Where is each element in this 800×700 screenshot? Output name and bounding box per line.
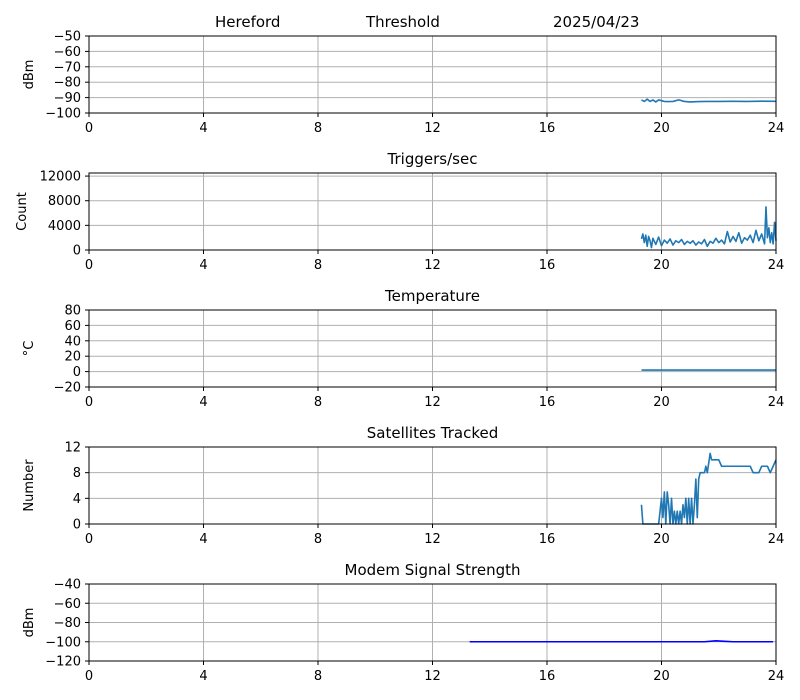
x-tick-label: 0 <box>85 395 93 410</box>
x-tick-label: 8 <box>314 395 322 410</box>
y-tick-label: −80 <box>54 76 81 91</box>
y-tick-label: −90 <box>54 91 81 106</box>
header-date: 2025/04/23 <box>553 13 639 31</box>
y-tick-label: 8 <box>73 466 81 481</box>
y-tick-label: −40 <box>54 578 81 593</box>
series-line <box>641 98 777 103</box>
x-tick-label: 12 <box>424 121 441 136</box>
header-station: Hereford <box>215 13 280 31</box>
y-axis-label: Count <box>15 192 30 231</box>
y-tick-label: −100 <box>45 107 81 122</box>
y-tick-label: −70 <box>54 60 81 75</box>
y-axis-label: dBm <box>22 608 37 638</box>
x-tick-label: 12 <box>424 669 441 684</box>
y-tick-label: −50 <box>54 30 81 45</box>
panel-2: 0 4 8 12 16 20 24 0 4000 8000 12000 Triggers/sec Cou… <box>15 150 784 273</box>
x-tick-label: 0 <box>85 532 93 547</box>
x-tick-label: 0 <box>85 258 93 273</box>
y-tick-label: 60 <box>64 319 81 334</box>
y-tick-label: −120 <box>45 655 81 670</box>
y-axis-label: °C <box>22 341 37 357</box>
x-tick-label: 24 <box>768 669 785 684</box>
y-tick-label: 8000 <box>48 194 81 209</box>
x-tick-label: 4 <box>199 669 207 684</box>
x-tick-label: 4 <box>199 121 207 136</box>
y-tick-label: −60 <box>54 45 81 60</box>
x-tick-label: 4 <box>199 258 207 273</box>
x-tick-label: 8 <box>314 121 322 136</box>
panel-title: Temperature <box>384 287 480 305</box>
y-tick-label: 0 <box>73 518 81 533</box>
x-tick-label: 16 <box>539 121 556 136</box>
x-tick-label: 0 <box>85 669 93 684</box>
x-tick-label: 0 <box>85 121 93 136</box>
y-tick-label: 12 <box>64 441 81 456</box>
x-tick-label: 16 <box>539 669 556 684</box>
x-tick-label: 24 <box>768 532 785 547</box>
x-tick-label: 8 <box>314 669 322 684</box>
y-tick-label: 20 <box>64 350 81 365</box>
series-line <box>469 639 774 643</box>
y-tick-label: 0 <box>73 244 81 259</box>
y-tick-label: −20 <box>54 381 81 396</box>
x-tick-label: 4 <box>199 395 207 410</box>
y-axis-label: dBm <box>22 60 37 90</box>
panel-title: Satellites Tracked <box>367 424 498 442</box>
y-tick-label: 40 <box>64 334 81 349</box>
x-tick-label: 8 <box>314 532 322 547</box>
y-tick-label: 0 <box>73 365 81 380</box>
header-mode: Threshold <box>365 13 440 31</box>
y-tick-label: 4000 <box>48 219 81 234</box>
x-tick-label: 4 <box>199 532 207 547</box>
x-tick-label: 20 <box>653 532 670 547</box>
x-tick-label: 20 <box>653 258 670 273</box>
panel-5: 0 4 8 12 16 20 24 −120 −100 −80 −60 −40 Modem Signal… <box>22 561 784 684</box>
y-tick-label: −100 <box>45 635 81 650</box>
x-tick-label: 16 <box>539 258 556 273</box>
y-tick-label: −60 <box>54 597 81 612</box>
x-tick-label: 12 <box>424 395 441 410</box>
y-tick-label: −80 <box>54 616 81 631</box>
x-tick-label: 24 <box>768 258 785 273</box>
x-tick-label: 20 <box>653 669 670 684</box>
x-tick-label: 16 <box>539 395 556 410</box>
y-axis-label: Number <box>22 459 37 512</box>
y-tick-label: 80 <box>64 304 81 319</box>
x-tick-label: 20 <box>653 121 670 136</box>
x-tick-label: 8 <box>314 258 322 273</box>
series-line <box>640 206 777 249</box>
x-tick-label: 24 <box>768 395 785 410</box>
x-tick-label: 16 <box>539 532 556 547</box>
x-tick-label: 20 <box>653 395 670 410</box>
panel-4: 0 4 8 12 16 20 24 0 4 8 12 Satellites Tracked Number <box>22 424 784 547</box>
panel-title: Modem Signal Strength <box>345 561 521 579</box>
x-tick-label: 12 <box>424 258 441 273</box>
x-tick-label: 24 <box>768 121 785 136</box>
panel-1: 0 4 8 12 16 20 24 −100−90−80−70−60−50 dBm <box>22 30 784 137</box>
panel-title: Triggers/sec <box>387 150 478 168</box>
y-tick-label: 4 <box>73 492 81 507</box>
y-tick-label: 12000 <box>40 170 81 185</box>
x-tick-label: 12 <box>424 532 441 547</box>
